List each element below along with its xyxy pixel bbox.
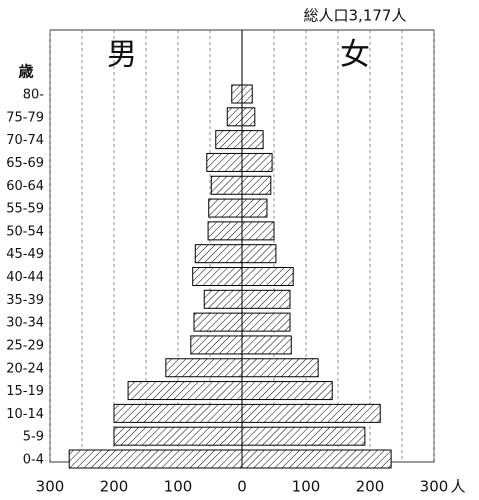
x-tick-label: 100 bbox=[292, 478, 321, 496]
y-tick-label: 25-29 bbox=[6, 338, 44, 353]
bar bbox=[127, 381, 243, 401]
bar bbox=[241, 289, 291, 309]
x-tick-label: 300 bbox=[420, 478, 449, 496]
y-axis-label: 歳 bbox=[18, 63, 33, 81]
y-tick-label: 80- bbox=[23, 88, 45, 103]
y-tick-label: 60-64 bbox=[6, 179, 44, 194]
x-axis-unit: 人 bbox=[450, 478, 465, 496]
bar bbox=[241, 403, 381, 423]
bar bbox=[226, 107, 243, 127]
bar bbox=[241, 175, 272, 195]
y-tick-label: 40-44 bbox=[6, 270, 44, 285]
bar bbox=[241, 335, 292, 355]
bar bbox=[241, 152, 273, 172]
bar bbox=[203, 289, 243, 309]
y-tick-label: 5-9 bbox=[23, 430, 44, 445]
x-tick-label: 200 bbox=[356, 478, 385, 496]
bar bbox=[193, 312, 243, 332]
y-tick-label: 10-14 bbox=[6, 407, 44, 422]
bar bbox=[210, 175, 243, 195]
bar bbox=[190, 335, 243, 355]
bar bbox=[207, 221, 243, 241]
bar bbox=[206, 152, 243, 172]
series-label: 男 bbox=[107, 38, 137, 73]
y-tick-label: 0-4 bbox=[23, 453, 44, 468]
bar bbox=[241, 84, 253, 104]
bar bbox=[241, 198, 268, 218]
bar bbox=[113, 426, 243, 446]
bar bbox=[113, 403, 243, 423]
y-tick-label: 75-79 bbox=[6, 110, 44, 125]
bar bbox=[241, 381, 333, 401]
bar bbox=[241, 358, 319, 378]
bar bbox=[241, 426, 366, 446]
bar bbox=[241, 244, 277, 264]
bar bbox=[68, 449, 243, 469]
y-tick-label: 35-39 bbox=[6, 293, 44, 308]
bar bbox=[241, 449, 392, 469]
bar bbox=[241, 107, 256, 127]
bar bbox=[194, 244, 243, 264]
x-tick-label: 300 bbox=[36, 478, 65, 496]
bar bbox=[165, 358, 243, 378]
bar bbox=[241, 267, 294, 286]
y-tick-label: 30-34 bbox=[6, 316, 44, 331]
y-tick-label: 45-49 bbox=[6, 247, 44, 262]
series-label: 女 bbox=[340, 38, 370, 73]
y-tick-label: 50-54 bbox=[6, 224, 44, 239]
x-tick-label: 200 bbox=[100, 478, 129, 496]
chart-title: 総人口3,177人 bbox=[304, 7, 407, 25]
x-tick-label: 100 bbox=[164, 478, 193, 496]
x-tick-label: 0 bbox=[237, 478, 247, 496]
y-tick-label: 70-74 bbox=[6, 133, 44, 148]
bar bbox=[192, 267, 243, 286]
bar bbox=[241, 312, 291, 332]
y-tick-label: 15-19 bbox=[6, 384, 44, 399]
y-tick-label: 55-59 bbox=[6, 202, 44, 217]
bar bbox=[215, 130, 243, 150]
bar bbox=[231, 84, 243, 104]
bar bbox=[241, 221, 275, 241]
y-tick-label: 65-69 bbox=[6, 156, 44, 171]
bar bbox=[241, 130, 264, 150]
bar bbox=[208, 198, 243, 218]
y-tick-label: 20-24 bbox=[6, 361, 44, 376]
